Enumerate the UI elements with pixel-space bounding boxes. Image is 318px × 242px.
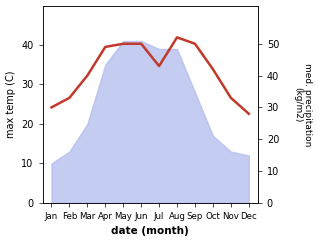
Y-axis label: med. precipitation
(kg/m2): med. precipitation (kg/m2) xyxy=(293,62,313,146)
X-axis label: date (month): date (month) xyxy=(111,227,189,236)
Y-axis label: max temp (C): max temp (C) xyxy=(5,70,16,138)
